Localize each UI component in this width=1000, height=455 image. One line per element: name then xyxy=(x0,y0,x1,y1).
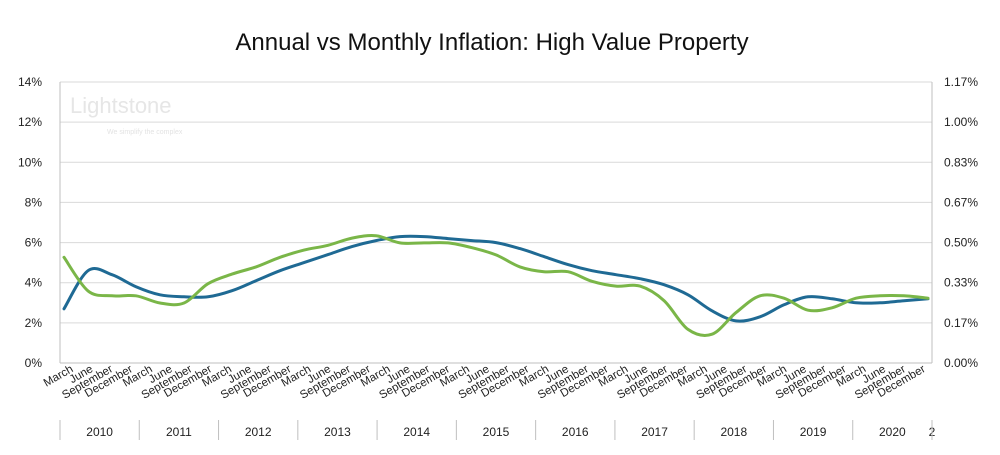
right-tick-label: 0.00% xyxy=(944,356,978,370)
right-axis: 0.00% 0.17% 0.33% 0.50% 0.67% 0.83% 1.00% 1.17% xyxy=(944,75,978,370)
year-label: 2019 xyxy=(800,425,827,439)
year-label: 2015 xyxy=(483,425,510,439)
left-tick-label: 6% xyxy=(25,236,43,250)
right-tick-label: 0.50% xyxy=(944,236,978,250)
watermark-tagline: We simplify the complex xyxy=(107,129,183,136)
left-tick-label: 0% xyxy=(25,356,43,370)
watermark-name: Lightstone xyxy=(70,93,172,118)
year-label: 2012 xyxy=(245,425,272,439)
year-label: 2018 xyxy=(720,425,747,439)
left-tick-label: 12% xyxy=(18,115,42,129)
left-tick-label: 2% xyxy=(25,316,43,330)
gridlines xyxy=(59,81,933,364)
year-label: 2014 xyxy=(403,425,430,439)
left-tick-label: 10% xyxy=(18,155,42,169)
left-axis: 0% 2% 4% 6% 8% 10% 12% 14% xyxy=(18,75,42,370)
right-tick-label: 0.67% xyxy=(944,195,978,209)
right-tick-label: 0.33% xyxy=(944,276,978,290)
year-label: 2011 xyxy=(166,425,192,439)
monthly-series-line xyxy=(62,234,930,337)
watermark-logo: Lightstone We simplify the complex xyxy=(70,93,183,136)
year-label: 2016 xyxy=(562,425,589,439)
chart-title: Annual vs Monthly Inflation: High Value … xyxy=(235,29,748,56)
year-label: 2020 xyxy=(879,425,906,439)
left-tick-label: 8% xyxy=(25,195,43,209)
right-tick-label: 1.00% xyxy=(944,115,978,129)
year-label: 2010 xyxy=(86,425,113,439)
year-label: 2013 xyxy=(324,425,351,439)
right-tick-label: 0.83% xyxy=(944,155,978,169)
x-axis: MarchJuneSeptemberDecemberMarchJuneSepte… xyxy=(42,363,936,440)
annual-series-line xyxy=(62,234,930,323)
plot-series xyxy=(62,234,930,337)
right-tick-label: 1.17% xyxy=(944,75,978,89)
left-tick-label: 14% xyxy=(18,75,42,89)
right-tick-label: 0.17% xyxy=(944,316,978,330)
left-tick-label: 4% xyxy=(25,276,43,290)
year-label: 2017 xyxy=(641,425,668,439)
